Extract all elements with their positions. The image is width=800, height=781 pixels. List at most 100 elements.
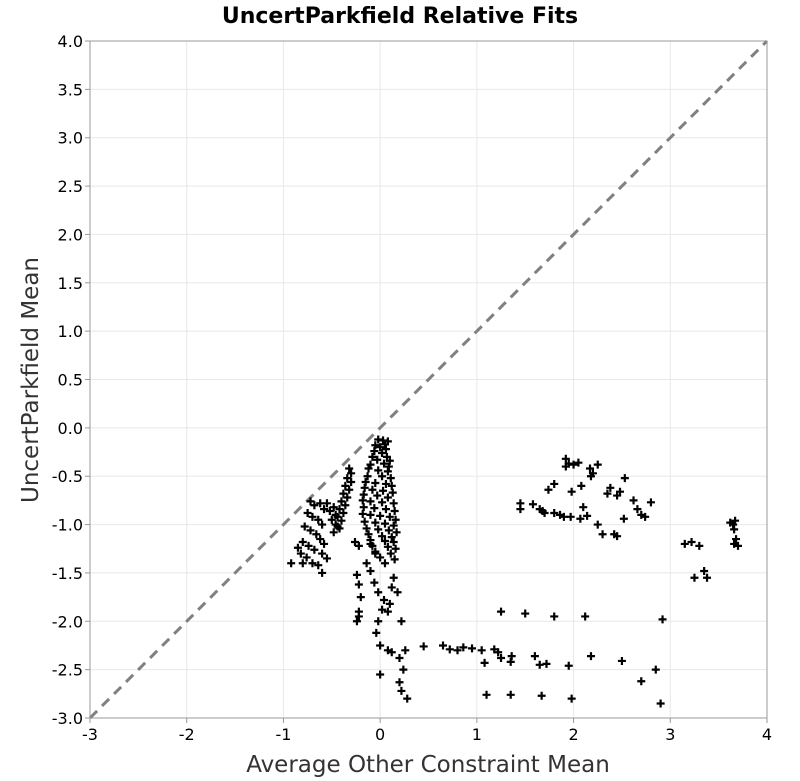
y-tick-label: 3.0 bbox=[58, 129, 83, 148]
data-point bbox=[482, 690, 491, 699]
data-point bbox=[550, 612, 559, 621]
data-point bbox=[389, 521, 398, 530]
data-point bbox=[387, 481, 396, 490]
data-point bbox=[561, 462, 570, 471]
data-point bbox=[383, 607, 392, 616]
data-point bbox=[537, 691, 546, 700]
data-point bbox=[303, 508, 312, 517]
data-point bbox=[381, 505, 390, 514]
data-point bbox=[477, 646, 486, 655]
y-tick-label: -3.0 bbox=[52, 709, 83, 728]
data-point bbox=[356, 593, 365, 602]
x-tick-label: 2 bbox=[568, 725, 578, 744]
data-point bbox=[380, 537, 389, 546]
data-point bbox=[695, 541, 704, 550]
data-point bbox=[576, 514, 585, 523]
chart-title: UncertParkfield Relative Fits bbox=[222, 4, 578, 29]
data-point bbox=[380, 459, 389, 468]
y-axis-label: UncertParkfield Mean bbox=[18, 257, 44, 503]
data-point bbox=[593, 460, 602, 469]
data-point bbox=[374, 466, 383, 475]
data-point bbox=[337, 516, 346, 525]
data-point bbox=[343, 493, 352, 502]
data-point bbox=[329, 528, 338, 537]
data-point bbox=[381, 479, 390, 488]
reference-line bbox=[88, 39, 769, 720]
data-point bbox=[366, 497, 375, 506]
data-point bbox=[637, 677, 646, 686]
data-point bbox=[335, 505, 344, 514]
data-point bbox=[530, 652, 539, 661]
data-point bbox=[651, 665, 660, 674]
data-point bbox=[397, 686, 406, 695]
data-point bbox=[333, 522, 342, 531]
data-point bbox=[329, 503, 338, 512]
data-point bbox=[376, 443, 385, 452]
data-point bbox=[318, 568, 327, 577]
data-point bbox=[341, 501, 350, 510]
data-point bbox=[401, 646, 410, 655]
y-tick-label: 0.0 bbox=[58, 419, 83, 438]
data-point bbox=[521, 609, 530, 618]
y-tick-label: 3.5 bbox=[58, 80, 83, 99]
data-point bbox=[308, 512, 317, 521]
data-point bbox=[550, 508, 559, 517]
data-point bbox=[343, 474, 352, 483]
data-point bbox=[480, 658, 489, 667]
data-point bbox=[389, 537, 398, 546]
x-tick-label: -1 bbox=[275, 725, 291, 744]
data-point bbox=[550, 479, 559, 488]
data-point bbox=[574, 458, 583, 467]
data-point bbox=[459, 643, 468, 652]
data-point bbox=[497, 654, 506, 663]
data-point bbox=[371, 549, 380, 558]
data-point bbox=[314, 515, 323, 524]
data-point bbox=[392, 528, 401, 537]
data-point bbox=[310, 501, 319, 510]
data-point bbox=[703, 573, 712, 582]
data-point bbox=[633, 505, 642, 514]
data-point bbox=[354, 612, 363, 621]
data-point bbox=[656, 699, 665, 708]
data-point bbox=[567, 694, 576, 703]
data-point bbox=[583, 511, 592, 520]
data-point bbox=[544, 485, 553, 494]
x-tick-label: 3 bbox=[665, 725, 675, 744]
data-point bbox=[385, 512, 394, 521]
data-point bbox=[559, 512, 568, 521]
data-point bbox=[658, 615, 667, 624]
data-point bbox=[700, 566, 709, 575]
data-point bbox=[378, 472, 387, 481]
data-point bbox=[308, 559, 317, 568]
data-point bbox=[362, 524, 371, 533]
data-point bbox=[360, 483, 369, 492]
data-point bbox=[350, 537, 359, 546]
data-point bbox=[370, 504, 379, 513]
y-tick-label: 4.0 bbox=[58, 32, 83, 51]
data-point bbox=[364, 464, 373, 473]
data-point bbox=[322, 554, 331, 563]
x-tick-label: -2 bbox=[179, 725, 195, 744]
y-tick-label: -0.5 bbox=[52, 467, 83, 486]
data-point bbox=[641, 512, 650, 521]
y-tick-label: -2.5 bbox=[52, 661, 83, 680]
data-point bbox=[391, 515, 400, 524]
y-tick-label: -2.0 bbox=[52, 612, 83, 631]
data-point bbox=[395, 654, 404, 663]
data-point bbox=[293, 543, 302, 552]
data-point bbox=[371, 478, 380, 487]
x-tick-label: 0 bbox=[375, 725, 385, 744]
y-tick-label: 1.5 bbox=[58, 274, 83, 293]
data-point bbox=[312, 530, 321, 539]
data-point bbox=[629, 496, 638, 505]
data-point bbox=[381, 445, 390, 454]
data-point bbox=[393, 588, 402, 597]
data-point bbox=[354, 541, 363, 550]
data-point bbox=[586, 464, 595, 473]
x-tick-label: -3 bbox=[82, 725, 98, 744]
data-point bbox=[316, 499, 325, 508]
data-point bbox=[327, 515, 336, 524]
data-point bbox=[364, 530, 373, 539]
data-point bbox=[419, 642, 428, 651]
data-point bbox=[366, 539, 375, 548]
